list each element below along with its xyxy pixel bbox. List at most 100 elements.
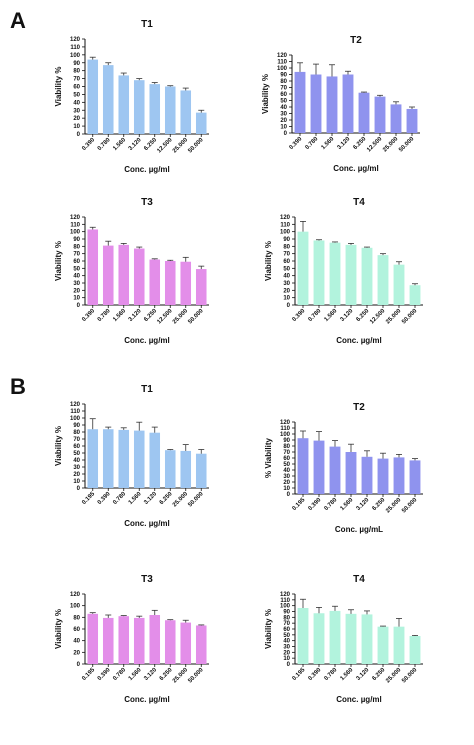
y-tick-label: 110 <box>70 222 80 228</box>
bar <box>342 74 354 133</box>
y-axis-label: Viability % <box>261 74 270 114</box>
y-tick-label: 100 <box>70 230 81 236</box>
x-tick-label: 25.000 <box>172 491 190 509</box>
x-tick-label: 1.560 <box>128 491 143 506</box>
y-axis-label: Viability % <box>54 609 63 649</box>
y-tick-label: 60 <box>283 456 290 462</box>
y-tick-label: 70 <box>283 252 290 258</box>
x-tick-label: 25.000 <box>382 136 400 154</box>
x-tick-label: 3.120 <box>356 667 371 682</box>
x-tick-label: 1.560 <box>128 667 143 682</box>
bar <box>102 65 114 134</box>
y-tick-label: 70 <box>280 86 287 92</box>
x-tick-label: 3.120 <box>128 137 143 152</box>
chart-title: T3 <box>141 197 153 208</box>
y-tick-label: 40 <box>283 274 290 280</box>
x-axis-label: Conc. µg/ml <box>124 519 170 528</box>
chart-title: T4 <box>353 197 365 208</box>
bar <box>297 231 309 305</box>
x-tick-label: 25.000 <box>172 667 190 685</box>
x-axis-label: Conc. µg/ml <box>124 336 170 345</box>
y-tick-label: 0 <box>287 492 291 498</box>
x-tick-label: 12.500 <box>156 308 174 326</box>
x-tick-label: 0.390 <box>97 491 112 506</box>
y-tick-label: 0 <box>77 486 81 492</box>
bar <box>409 460 421 494</box>
x-tick-label: 25.000 <box>385 308 403 326</box>
y-tick-label: 0 <box>77 662 81 668</box>
y-tick-label: 100 <box>280 432 291 438</box>
chart-title: T2 <box>350 35 362 46</box>
bar <box>297 608 309 664</box>
x-tick-label: 0.390 <box>81 137 96 152</box>
bar <box>118 429 130 488</box>
y-tick-label: 30 <box>283 474 290 480</box>
bar <box>310 74 322 133</box>
y-tick-label: 50 <box>280 99 287 105</box>
bar <box>393 457 405 494</box>
bar <box>313 440 325 494</box>
bar <box>358 92 370 133</box>
y-tick-label: 10 <box>73 296 80 302</box>
y-tick-label: 20 <box>73 116 80 122</box>
y-tick-label: 60 <box>283 259 290 265</box>
y-tick-label: 40 <box>283 468 290 474</box>
bar <box>118 616 130 664</box>
bar <box>133 430 145 488</box>
y-tick-label: 10 <box>280 125 287 131</box>
y-tick-label: 30 <box>280 112 287 118</box>
y-tick-label: 10 <box>73 124 80 130</box>
y-tick-label: 90 <box>73 423 80 429</box>
y-tick-label: 120 <box>280 420 291 426</box>
y-tick-label: 20 <box>283 650 290 656</box>
y-tick-label: 90 <box>283 438 290 444</box>
bar <box>164 86 176 134</box>
bar <box>361 614 373 664</box>
x-tick-label: 0.780 <box>97 308 112 323</box>
chart-title: T1 <box>141 384 153 395</box>
chart-title: T3 <box>141 574 153 585</box>
bar <box>133 80 145 134</box>
x-tick-label: 1.560 <box>340 497 355 512</box>
y-tick-label: 30 <box>73 281 80 287</box>
y-tick-label: 110 <box>280 426 290 432</box>
bar <box>87 613 99 664</box>
y-tick-label: 60 <box>73 85 80 91</box>
y-tick-label: 40 <box>73 274 80 280</box>
x-tick-label: 0.390 <box>308 497 323 512</box>
bar <box>313 613 325 664</box>
y-tick-label: 0 <box>77 132 81 138</box>
bar <box>374 96 386 133</box>
y-tick-label: 20 <box>283 480 290 486</box>
x-tick-label: 1.560 <box>340 667 355 682</box>
bar <box>390 104 402 133</box>
y-tick-label: 120 <box>277 53 288 59</box>
y-tick-label: 10 <box>283 656 290 662</box>
y-tick-label: 40 <box>283 639 290 645</box>
y-tick-label: 50 <box>283 266 290 272</box>
y-axis-label: Viability % <box>54 426 63 466</box>
x-tick-label: 0.390 <box>97 667 112 682</box>
y-tick-label: 90 <box>73 237 80 243</box>
y-tick-label: 20 <box>73 650 80 656</box>
bar <box>133 248 145 305</box>
y-tick-label: 50 <box>73 266 80 272</box>
bar <box>329 610 341 664</box>
y-tick-label: 30 <box>73 108 80 114</box>
x-tick-label: 3.120 <box>143 491 158 506</box>
chart-b-t3: T3 0 20 40 60 80 100 120 0.195 0.390 0.780 1.560 3.1… <box>54 574 209 704</box>
bar <box>361 456 373 494</box>
bar <box>180 261 192 305</box>
x-axis-label: Conc. µg/ml <box>333 164 379 173</box>
y-tick-label: 10 <box>283 296 290 302</box>
panel-label-a: A <box>10 8 26 33</box>
bar <box>195 453 207 488</box>
bar <box>326 76 338 133</box>
panel-label-b: B <box>10 374 26 399</box>
y-tick-label: 60 <box>73 259 80 265</box>
